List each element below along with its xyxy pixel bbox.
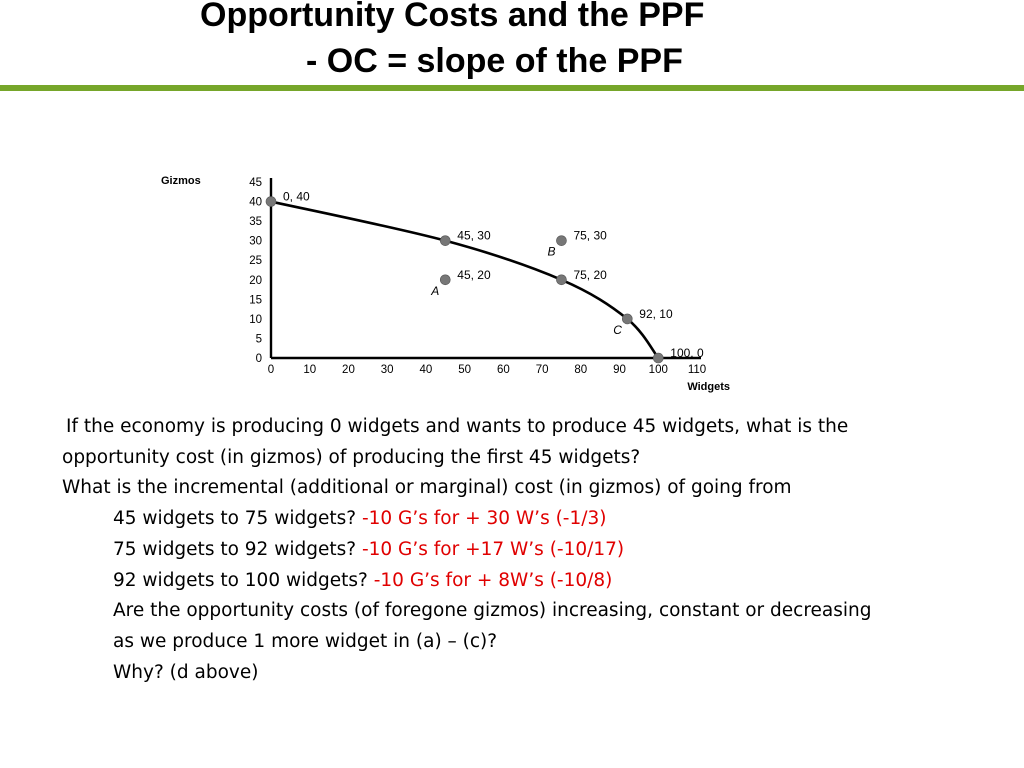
y-axis-label: Gizmos (161, 175, 201, 187)
title-divider (0, 85, 1024, 91)
data-point (439, 235, 451, 246)
question-1-line-1: If the economy is producing 0 widgets an… (66, 416, 849, 437)
x-tick-label: 20 (342, 364, 355, 376)
x-tick-label: 0 (268, 364, 274, 376)
x-tick-label: 30 (381, 364, 394, 376)
x-tick-label: 50 (458, 364, 471, 376)
point-label: 75, 20 (573, 268, 607, 282)
x-tick-label: 90 (613, 364, 626, 376)
data-point (439, 274, 451, 286)
item-c-answer: -10 G’s for + 8W’s (-10/8) (373, 569, 613, 591)
point-label: 0, 40 (283, 190, 310, 204)
y-tick-label: 45 (249, 177, 262, 189)
x-axis-label: Widgets (687, 381, 730, 393)
x-tick-label: 80 (574, 364, 587, 376)
item-d-line-1: Are the opportunity costs (of foregone g… (113, 600, 872, 622)
question-2: What is the incremental (additional or m… (62, 477, 792, 499)
data-point (621, 313, 633, 325)
title-line-2: - OC = slope of the PPF (306, 42, 683, 80)
y-tick-label: 5 (256, 333, 262, 345)
title-line-1: Opportunity Costs and the PPF (200, 0, 705, 34)
x-tick-label: 110 (688, 364, 706, 376)
x-tick-label: 40 (420, 364, 433, 376)
point-letter: B (547, 245, 555, 259)
item-c-question: 92 widgets to 100 widgets? (113, 569, 374, 591)
item-b: 75 widgets to 92 widgets? -10 G’s for +1… (62, 535, 1002, 566)
y-tick-label: 25 (249, 255, 262, 267)
x-tick-label: 60 (497, 364, 510, 376)
data-point (556, 274, 567, 286)
slide-body: If the economy is producing 0 widgets an… (62, 412, 1002, 688)
point-label: 100, 0 (670, 346, 704, 360)
item-b-answer: -10 G’s for +17 W’s (-10/17) (361, 538, 625, 560)
point-label: 92, 10 (639, 307, 673, 321)
y-tick-label: 35 (249, 216, 262, 228)
y-tick-label: 0 (256, 353, 262, 365)
chart-ticks: 0 10 20 30 40 50 60 70 80 90 100 110 0 5 10 15 20 25 30 35 4… (249, 177, 706, 376)
x-tick-label: 100 (649, 364, 668, 376)
y-tick-label: 15 (249, 294, 262, 306)
chart-points: 0, 40 45, 30 75, 20 92, 10 C 100, 0 45, 20 A 75,… (265, 190, 704, 364)
item-c: 92 widgets to 100 widgets? -10 G’s for +… (62, 566, 1002, 597)
point-label: 75, 30 (573, 229, 607, 243)
y-tick-label: 40 (249, 197, 262, 209)
data-point (265, 196, 277, 207)
item-a: 45 widgets to 75 widgets? -10 G’s for + … (62, 504, 1002, 535)
point-label: 45, 30 (457, 229, 491, 243)
y-tick-label: 20 (249, 275, 262, 287)
item-a-question: 45 widgets to 75 widgets? (113, 508, 362, 530)
x-tick-label: 10 (303, 364, 316, 376)
y-tick-label: 30 (249, 236, 262, 248)
item-a-answer: -10 G’s for + 30 W’s (-1/3) (361, 508, 607, 530)
y-tick-label: 10 (249, 314, 262, 326)
item-why: Why? (d above) (113, 661, 259, 683)
data-point (652, 352, 664, 364)
point-letter: C (613, 323, 622, 337)
question-1-line-2: opportunity cost (in gizmos) of producin… (62, 446, 641, 468)
point-label: 45, 20 (457, 268, 491, 282)
x-tick-label: 70 (536, 364, 549, 376)
point-letter: A (430, 284, 439, 298)
data-point (556, 235, 567, 246)
ppf-chart: 0 10 20 30 40 50 60 70 80 90 100 110 0 5 10 15 20 25 30 35 4… (161, 175, 730, 393)
item-b-question: 75 widgets to 92 widgets? (113, 538, 362, 560)
item-d-line-2: as we produce 1 more widget in (a) – (c)… (113, 630, 498, 652)
chart-axes (269, 178, 701, 360)
